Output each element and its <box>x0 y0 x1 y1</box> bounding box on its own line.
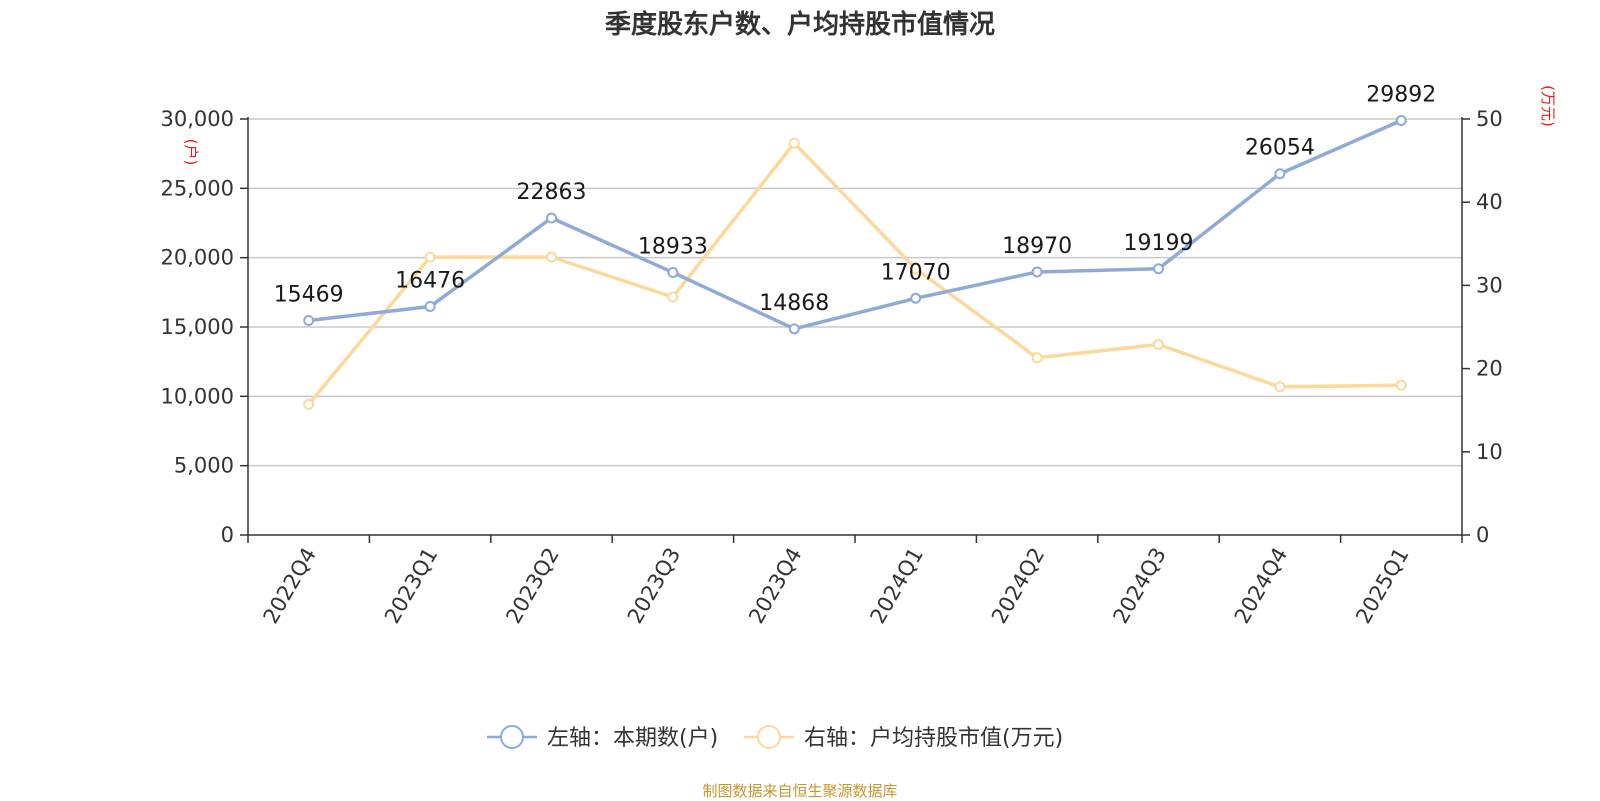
data-point-right <box>546 251 557 263</box>
source-note: 制图数据来自恒生聚源数据库 <box>702 782 898 800</box>
series-line-right <box>307 141 1402 406</box>
x-tick-label: 2024Q2 <box>987 544 1049 628</box>
right-tick-label: 40 <box>1476 190 1503 214</box>
right-tick-label: 50 <box>1476 107 1503 131</box>
data-point-left <box>424 301 436 313</box>
data-point-right <box>1031 352 1043 364</box>
data-point-left <box>546 212 557 224</box>
legend-marker <box>757 725 781 749</box>
series-line-left <box>308 118 1403 331</box>
x-tick-label: 2022Q4 <box>259 544 321 628</box>
data-label: 16476 <box>395 269 465 294</box>
legend-marker <box>500 725 524 749</box>
data-point-left <box>667 266 679 278</box>
data-point-left <box>1274 168 1286 180</box>
right-tick-label: 20 <box>1476 357 1503 381</box>
data-label: 15469 <box>274 282 344 307</box>
left-tick-label: 25,000 <box>161 176 234 200</box>
legend[interactable]: 左轴：本期数(户) 右轴：户均持股市值(万元) <box>487 725 1063 751</box>
data-label: 29892 <box>1366 82 1436 107</box>
data-label: 22863 <box>517 180 587 205</box>
left-tick-label: 20,000 <box>161 246 234 270</box>
legend-label: 右轴：户均持股市值(万元) <box>804 726 1063 751</box>
legend-label: 左轴：本期数(户) <box>547 726 718 751</box>
data-point-left <box>1153 263 1164 275</box>
x-tick-label: 2025Q1 <box>1351 544 1413 628</box>
legend-item[interactable]: 左轴：本期数(户) <box>487 725 718 751</box>
data-label: 18970 <box>1002 234 1072 259</box>
data-point-right <box>1153 338 1164 350</box>
x-tick-label: 2023Q1 <box>380 544 442 628</box>
data-point-left <box>1395 114 1407 126</box>
legend-item[interactable]: 右轴：户均持股市值(万元) <box>744 725 1063 751</box>
left-axis-unit: (户) <box>182 139 200 166</box>
data-point-right <box>1395 379 1407 391</box>
x-tick-label: 2024Q3 <box>1108 544 1170 628</box>
x-tick-label: 2023Q2 <box>501 544 563 628</box>
right-tick-label: 0 <box>1476 523 1489 547</box>
data-labels: 15469 16476 22863 18933 14868 17070 18970 19199… <box>274 82 1437 315</box>
data-point-left <box>788 323 800 335</box>
x-tick-label: 2023Q4 <box>744 544 806 628</box>
left-tick-label: 30,000 <box>161 107 234 131</box>
data-point-left <box>1031 266 1043 278</box>
data-point-right <box>788 137 800 149</box>
left-tick-label: 0 <box>221 523 234 547</box>
data-point-right <box>667 291 679 303</box>
data-label: 14868 <box>759 291 829 316</box>
data-label: 26054 <box>1245 136 1315 161</box>
x-tick-label: 2024Q4 <box>1230 544 1292 628</box>
right-axis-unit: (万元) <box>1539 85 1557 127</box>
data-label: 18933 <box>638 234 708 259</box>
data-point-left <box>910 292 922 304</box>
data-point-right <box>910 263 922 275</box>
data-label: 17070 <box>881 260 951 285</box>
data-point-right <box>1274 381 1286 393</box>
left-tick-label: 5,000 <box>174 454 234 478</box>
x-tick-label: 2023Q3 <box>623 544 685 628</box>
left-tick-label: 10,000 <box>161 384 234 408</box>
x-tick-label: 2024Q1 <box>866 544 928 628</box>
series-lines <box>303 114 1407 410</box>
right-tick-label: 10 <box>1476 440 1503 464</box>
axes: 0 5,000 10,000 15,000 20,000 25,000 30,000 0 10 2… <box>161 85 1557 628</box>
data-point-left <box>303 314 315 326</box>
data-label: 19199 <box>1124 231 1194 256</box>
chart-title: 季度股东户数、户均持股市值情况 <box>604 10 995 40</box>
data-point-right <box>303 398 315 410</box>
right-tick-label: 30 <box>1476 273 1503 297</box>
left-tick-label: 15,000 <box>161 315 234 339</box>
data-point-right <box>424 251 436 263</box>
